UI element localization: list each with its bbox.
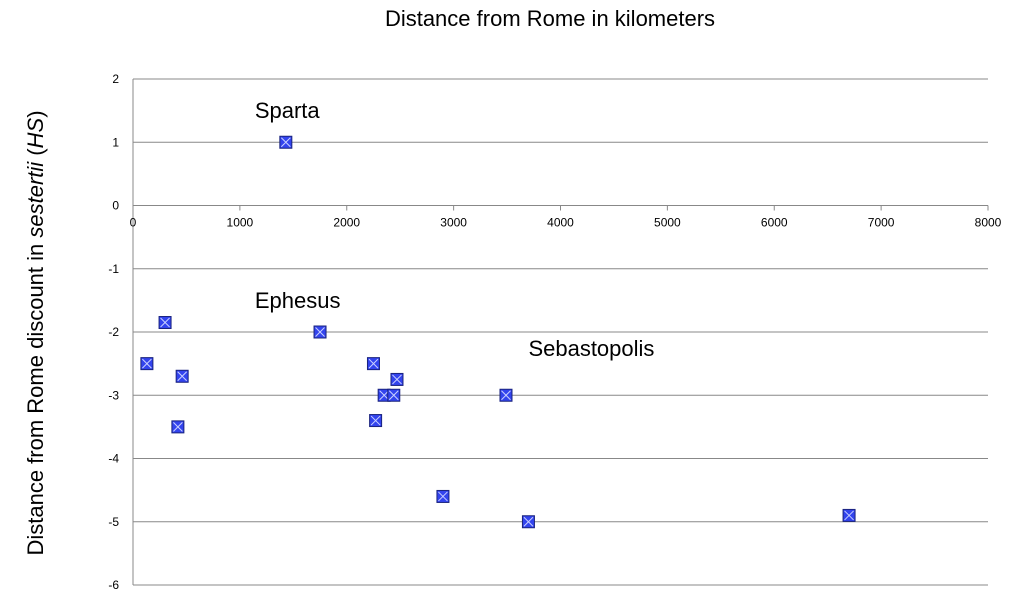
data-point [140, 357, 154, 371]
x-tick-label: 4000 [547, 216, 574, 230]
x-tick-label: 5000 [654, 216, 681, 230]
data-point [390, 372, 404, 386]
data-point [366, 357, 380, 371]
x-tick-label: 3000 [440, 216, 467, 230]
annotation-label: Sebastopolis [528, 336, 654, 361]
y-tick-label: -2 [108, 325, 119, 339]
y-tick-label: -4 [108, 452, 119, 466]
data-point [175, 369, 189, 383]
data-point [842, 508, 856, 522]
data-point [436, 489, 450, 503]
y-tick-label: -3 [108, 388, 119, 402]
x-tick-label: 2000 [333, 216, 360, 230]
y-tick-label: 0 [112, 199, 119, 213]
x-tick-label: 8000 [975, 216, 1002, 230]
y-tick-label: 1 [112, 135, 119, 149]
x-tick-label: 0 [130, 216, 137, 230]
y-tick-label: 2 [112, 72, 119, 86]
data-point [499, 388, 513, 402]
x-tick-label: 6000 [761, 216, 788, 230]
data-point [313, 325, 327, 339]
data-point [171, 420, 185, 434]
chart-title: Distance from Rome in kilometers [384, 6, 716, 31]
x-tick-label: 1000 [227, 216, 254, 230]
data-point [369, 414, 383, 428]
data-point [158, 316, 172, 330]
y-tick-label: -5 [108, 515, 119, 529]
annotation-label: Sparta [255, 98, 321, 123]
data-point [387, 388, 401, 402]
annotation-label: Ephesus [255, 288, 341, 313]
y-tick-label: -1 [108, 262, 119, 276]
x-tick-label: 7000 [868, 216, 895, 230]
data-point [521, 515, 535, 529]
y-tick-label: -6 [108, 578, 119, 592]
data-point [279, 135, 293, 149]
